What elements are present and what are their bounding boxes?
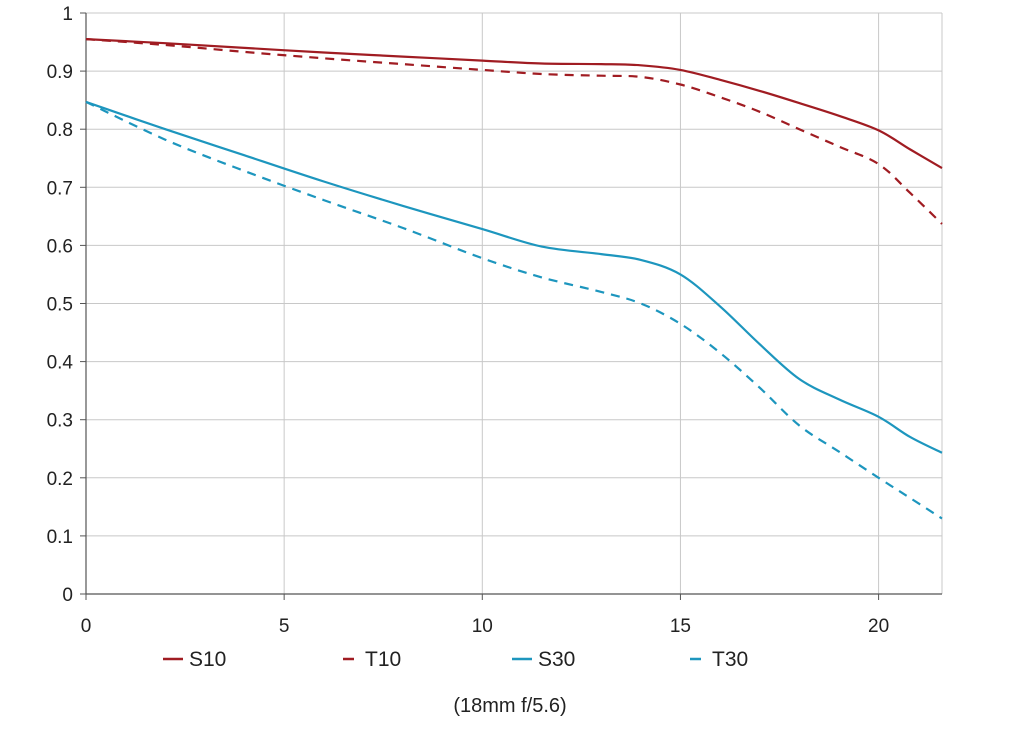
- legend-label: S10: [189, 648, 226, 671]
- series-line-t10: [85, 38, 943, 225]
- legend-item-s30: S30: [512, 648, 575, 671]
- series-line-s10: [85, 38, 943, 170]
- legend: S10 T10 S30 T30: [163, 648, 748, 671]
- y-tick-label: 0.7: [47, 178, 73, 199]
- series-lines: [85, 38, 943, 520]
- x-tick-label: 15: [670, 616, 691, 637]
- y-tick-label: 0.2: [47, 469, 73, 490]
- y-tick-label: 0.4: [47, 353, 74, 374]
- legend-item-t30: T30: [690, 648, 748, 671]
- grid: [85, 12, 943, 595]
- y-tick-label: 0.3: [47, 411, 73, 432]
- y-tick-label: 0.5: [47, 295, 73, 316]
- y-tick-label: 0: [62, 585, 73, 606]
- legend-label: S30: [538, 648, 575, 671]
- y-tick-label: 0.8: [47, 120, 73, 141]
- legend-item-t10: T10: [343, 648, 401, 671]
- legend-label: T30: [712, 648, 748, 671]
- legend-label: T10: [365, 648, 401, 671]
- x-tick-label: 10: [472, 616, 493, 637]
- legend-item-s10: S10: [163, 648, 226, 671]
- y-tick-label: 1: [62, 4, 73, 25]
- x-tick-label: 5: [279, 616, 290, 637]
- series-line-s30: [85, 100, 943, 454]
- y-tick-label: 0.6: [47, 236, 73, 257]
- y-tick-label: 0.9: [47, 62, 73, 83]
- x-tick-label: 0: [81, 616, 92, 637]
- chart-caption: (18mm f/5.6): [453, 695, 566, 717]
- x-tick-label: 20: [868, 616, 889, 637]
- y-tick-label: 0.1: [47, 527, 73, 548]
- axes: 00.10.20.30.40.50.60.70.80.910 5 10 15 20: [47, 4, 942, 637]
